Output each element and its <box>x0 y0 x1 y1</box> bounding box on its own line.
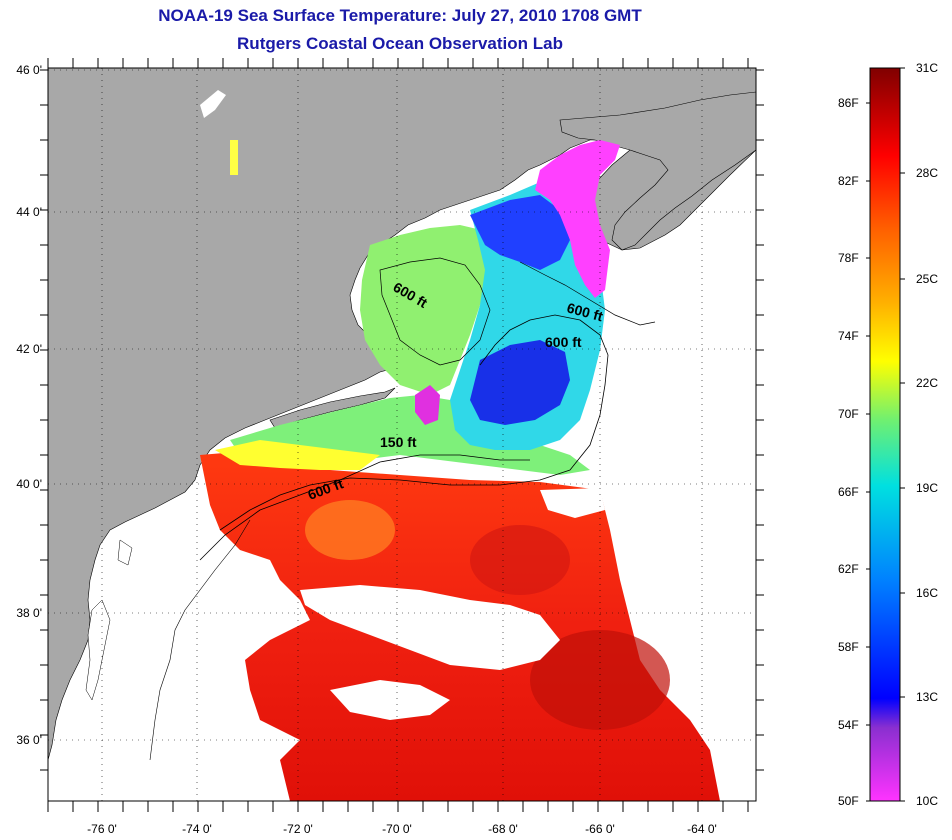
contour-label: 600 ft <box>545 334 582 350</box>
isobath-shelf <box>149 519 251 761</box>
inland-lake <box>200 90 226 118</box>
cape-cod-magenta <box>415 385 440 425</box>
gulf-of-maine-blue <box>470 195 570 270</box>
latitude-label: 38 0' <box>16 606 42 620</box>
colorbar-celsius-label: 28C <box>916 166 939 180</box>
latitude-label: 42 0' <box>16 342 42 356</box>
cloud-patch <box>330 680 450 720</box>
colorbar-celsius-label: 31C <box>916 61 939 75</box>
colorbar <box>869 67 901 802</box>
colorbar-fahrenheit-label: 74F <box>838 329 859 343</box>
colorbar-fahrenheit-label: 86F <box>838 96 859 110</box>
colorbar-fahrenheit-label: 54F <box>838 718 859 732</box>
colorbar-fahrenheit-label: 66F <box>838 485 859 499</box>
cloud-patch <box>300 585 560 670</box>
graticule <box>40 58 764 812</box>
plot-frame <box>47 67 757 802</box>
colorbar-celsius-label: 16C <box>916 586 939 600</box>
latitude-labels: 46 0' 44 0' 42 0' 40 0' 38 0' 36 0' <box>16 63 42 747</box>
colorbar-celsius-label: 22C <box>916 376 939 390</box>
latitude-label: 46 0' <box>16 63 42 77</box>
warm-eddy <box>470 525 570 595</box>
bay-of-fundy <box>535 140 620 298</box>
shelf-water-warm <box>215 440 380 470</box>
colorbar-celsius-label: 19C <box>916 481 939 495</box>
contour-label: 150 ft <box>380 434 417 450</box>
isobath-600ft <box>219 314 609 531</box>
colorbar-celsius-label: 10C <box>916 794 939 808</box>
colorbar-fahrenheit-label: 70F <box>838 407 859 421</box>
colorbar-fahrenheit-label: 62F <box>838 562 859 576</box>
nova-scotia <box>559 91 756 251</box>
latitude-label: 36 0' <box>16 733 42 747</box>
colorbar-fahrenheit-label: 78F <box>838 251 859 265</box>
colorbar-fahrenheit-label: 58F <box>838 640 859 654</box>
warm-eddy <box>305 500 395 560</box>
isobath-600ft-gulf <box>379 257 491 366</box>
longitude-label: -72 0' <box>283 822 313 836</box>
longitude-labels: -76 0' -74 0' -72 0' -70 0' -68 0' -66 0' -64 … <box>87 822 717 836</box>
inland-lake <box>230 140 238 175</box>
longitude-label: -66 0' <box>585 822 615 836</box>
gulf-of-maine-green <box>360 225 500 395</box>
map-subtitle: Rutgers Coastal Ocean Observation Lab <box>237 34 563 53</box>
chesapeake-bay <box>85 599 111 701</box>
longitude-label: -64 0' <box>687 822 717 836</box>
isobath-600ft-east <box>519 261 656 326</box>
isobath-150ft <box>199 454 530 561</box>
cloud-patch <box>540 488 605 518</box>
colorbar-celsius-label: 25C <box>916 272 939 286</box>
colorbar-fahrenheit-label: 50F <box>838 794 859 808</box>
longitude-label: -76 0' <box>87 822 117 836</box>
latitude-label: 40 0' <box>16 477 42 491</box>
longitude-label: -70 0' <box>382 822 412 836</box>
delaware-bay <box>117 539 133 566</box>
latitude-label: 44 0' <box>16 205 42 219</box>
longitude-label: -74 0' <box>182 822 212 836</box>
map-title: NOAA-19 Sea Surface Temperature: July 27… <box>158 6 642 25</box>
colorbar-ticks <box>866 67 905 802</box>
colorbar-celsius-label: 13C <box>916 690 939 704</box>
colorbar-fahrenheit-label: 82F <box>838 174 859 188</box>
georges-bank-blue <box>470 340 570 425</box>
longitude-label: -68 0' <box>488 822 518 836</box>
